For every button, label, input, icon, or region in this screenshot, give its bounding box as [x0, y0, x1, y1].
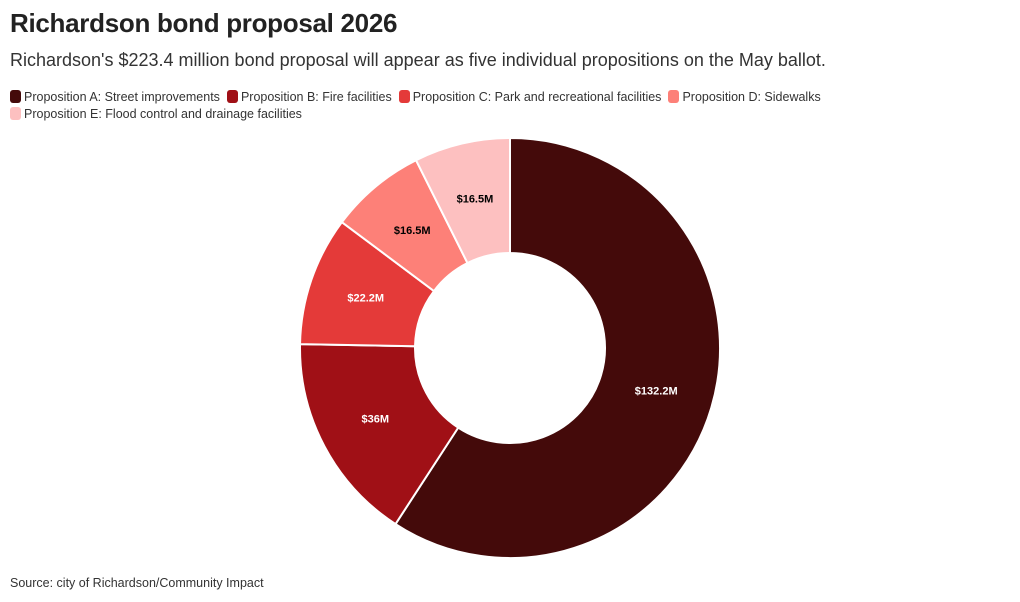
legend-swatch [10, 107, 21, 120]
legend-item: Proposition E: Flood control and drainag… [10, 106, 302, 121]
legend-swatch [398, 90, 410, 103]
legend-swatch [10, 90, 21, 103]
slice-label: $16.5M [394, 225, 431, 237]
chart-source: Source: city of Richardson/Community Imp… [10, 576, 264, 590]
legend-label: Proposition E: Flood control and drainag… [24, 106, 302, 121]
slice-label: $16.5M [457, 194, 494, 206]
chart-subtitle: Richardson's $223.4 million bond proposa… [10, 50, 826, 70]
donut-slice [299, 343, 460, 526]
legend-label: Proposition D: Sidewalks [682, 89, 821, 104]
slice-label: $36M [362, 413, 390, 425]
donut-slice [415, 137, 511, 265]
donut-slice [394, 137, 721, 559]
legend-swatch [668, 90, 680, 103]
legend-label: Proposition C: Park and recreational fac… [412, 89, 662, 104]
legend-item: Proposition D: Sidewalks [668, 89, 821, 104]
legend-item: Proposition C: Park and recreational fac… [398, 89, 662, 104]
legend-item: Proposition B: Fire facilities [226, 89, 392, 104]
legend-swatch [226, 90, 238, 103]
legend-label: Proposition B: Fire facilities [240, 89, 392, 104]
legend-item: Proposition A: Street improvements [10, 89, 220, 104]
slice-label: $22.2M [347, 293, 384, 305]
legend-label: Proposition A: Street improvements [24, 89, 220, 104]
slice-label: $132.2M [635, 385, 678, 397]
chart-title: Richardson bond proposal 2026 [10, 8, 398, 38]
chart-legend: Proposition A: Street improvements Propos… [10, 89, 1010, 121]
